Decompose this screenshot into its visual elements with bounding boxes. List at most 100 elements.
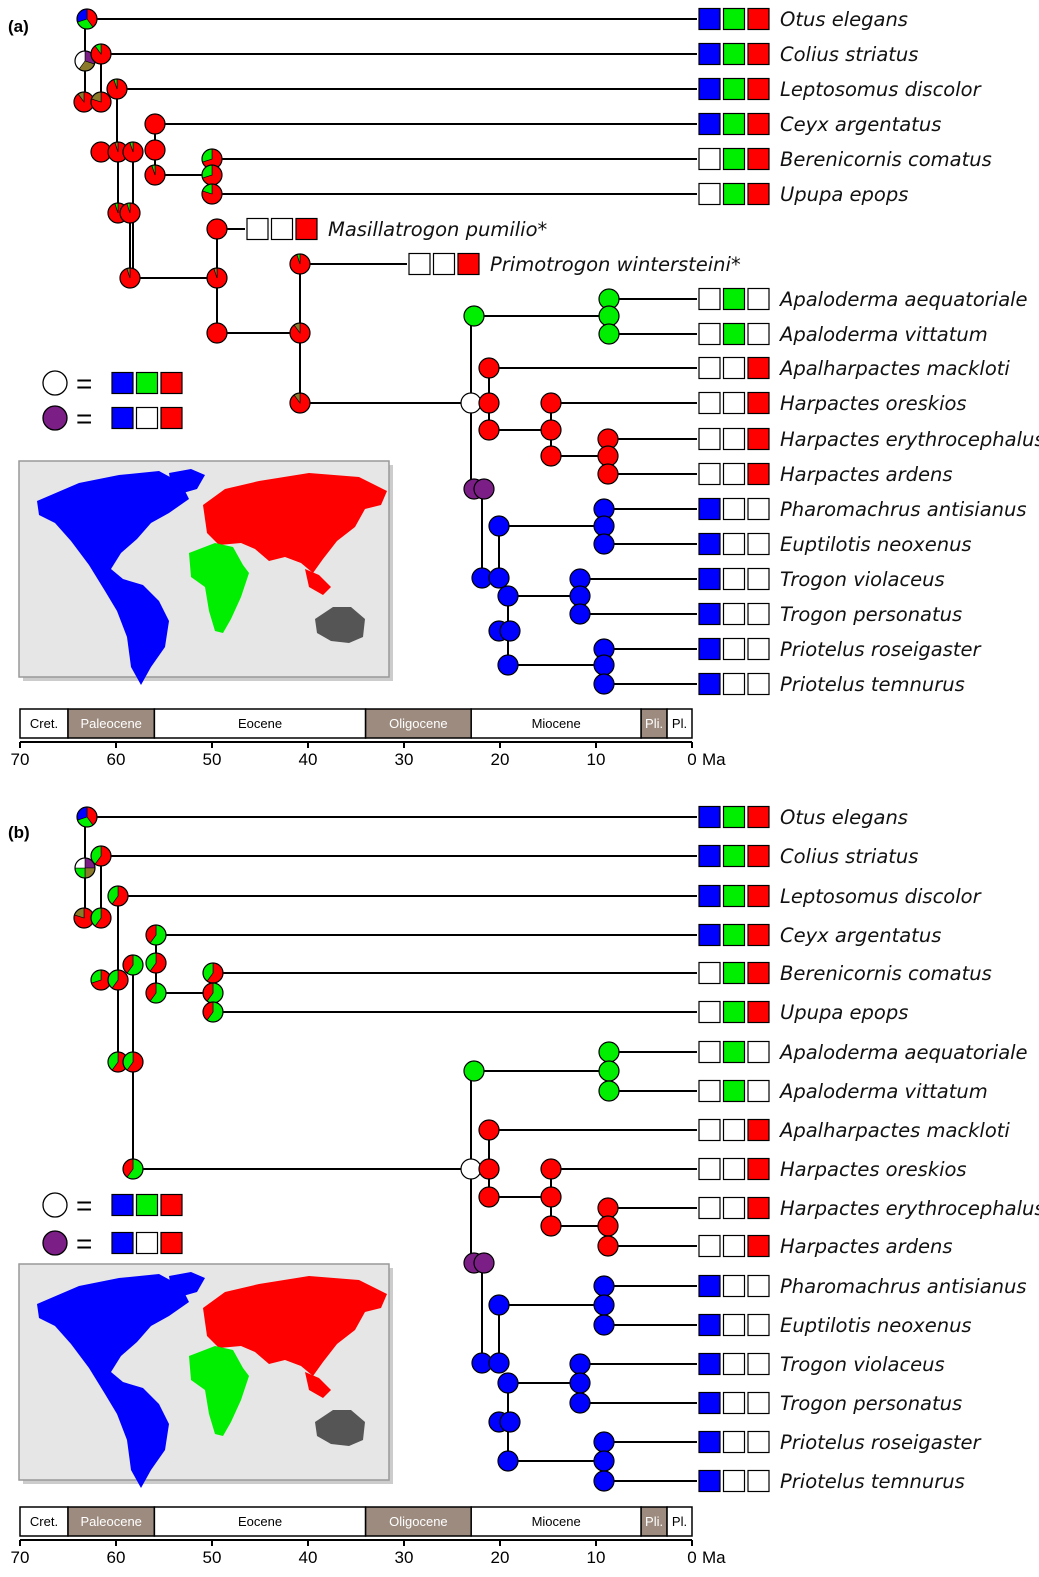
area-box — [747, 884, 770, 908]
area-box — [722, 602, 746, 626]
ancestral-state-pie — [478, 1158, 500, 1180]
epoch-band: Pli. — [640, 1506, 668, 1537]
ancestral-state-pie — [569, 603, 591, 625]
taxon-tip: Pharomachrus antisianus — [698, 1274, 1027, 1298]
taxon-tip: Colius striatus — [698, 42, 918, 66]
area-box — [747, 427, 770, 451]
taxon-tip: Trogon violaceus — [698, 1352, 945, 1376]
ancestral-state-pie — [597, 1215, 619, 1237]
ancestral-state-pie — [122, 1158, 144, 1180]
panel-b: (b) Otus elegans Colius striatus Leptosomu… — [8, 805, 1039, 1567]
area-box — [722, 1352, 746, 1376]
taxon-tip: Colius striatus — [698, 844, 918, 868]
taxon-name: Apalharpactes mackloti — [778, 1119, 1010, 1142]
area-box — [698, 923, 721, 947]
area-box — [722, 112, 746, 136]
area-box — [747, 1196, 770, 1220]
phylogeny-tree-a — [73, 8, 697, 695]
ancestral-state-pie — [540, 1186, 562, 1208]
taxon-tip: Apaloderma vittatum — [698, 1079, 988, 1103]
area-box — [111, 1193, 134, 1217]
time-tick-label: 50 — [203, 1548, 222, 1567]
ancestral-state-pie — [76, 806, 98, 828]
area-box — [747, 1313, 770, 1337]
area-box — [698, 42, 721, 66]
taxon-tip: Otus elegans — [698, 805, 908, 829]
ancestral-state-pie — [206, 218, 228, 240]
area-box — [698, 391, 721, 415]
area-box — [722, 923, 746, 947]
ancestral-state-pie — [497, 1450, 519, 1472]
area-box — [160, 371, 183, 395]
area-box — [295, 217, 318, 241]
taxon-tip: Priotelus temnurus — [698, 672, 965, 696]
taxon-tip: Harpactes ardens — [698, 462, 953, 486]
area-box — [747, 77, 770, 101]
taxon-name: Trogon personatus — [780, 603, 962, 626]
area-box — [747, 112, 770, 136]
taxon-name: Berenicornis comatus — [780, 148, 992, 171]
time-tick-label: 60 — [107, 750, 126, 769]
area-box — [722, 532, 746, 556]
area-box — [698, 497, 721, 521]
area-box — [722, 1157, 746, 1181]
ancestral-state-pie — [90, 91, 112, 113]
area-box — [698, 7, 721, 31]
epoch-band: Miocene — [470, 708, 642, 739]
ancestral-state-pie — [478, 1186, 500, 1208]
ancestral-state-pie — [478, 357, 500, 379]
area-box — [747, 672, 770, 696]
ancestral-state-pie — [593, 515, 615, 537]
taxon-name: Priotelus roseigaster — [780, 638, 983, 661]
ancestral-state-pie — [593, 1294, 615, 1316]
equals-sign: = — [76, 1190, 92, 1221]
area-box — [698, 1234, 721, 1258]
ancestral-state-pie — [289, 392, 311, 414]
ancestral-state-pie — [201, 164, 223, 186]
area-box — [722, 1000, 746, 1024]
area-box — [698, 356, 721, 380]
taxon-area-boxes — [698, 1118, 770, 1142]
panel-label-a: (a) — [8, 17, 29, 36]
ancestral-state-pie — [593, 673, 615, 695]
area-box — [722, 805, 746, 829]
epoch-band: Pl. — [666, 1506, 693, 1537]
legend-symbol — [42, 370, 68, 396]
ancestral-state-pie — [107, 969, 129, 991]
ancestral-state-pie — [497, 585, 519, 607]
area-box — [722, 567, 746, 591]
area-box — [270, 217, 294, 241]
ancestral-state-pie — [145, 982, 167, 1004]
taxon-area-boxes — [698, 147, 770, 171]
area-box — [747, 391, 770, 415]
taxon-area-boxes — [698, 462, 770, 486]
taxon-area-boxes — [698, 961, 770, 985]
ancestral-state-pie — [90, 845, 112, 867]
ancestral-state-pie — [202, 962, 224, 984]
ancestral-state-pie — [488, 1352, 510, 1374]
area-box — [135, 371, 159, 395]
time-tick-label: 20 — [491, 750, 510, 769]
taxon-tip: Apalharpactes mackloti — [698, 356, 1010, 380]
area-box — [698, 884, 721, 908]
ancestral-state-pie — [289, 253, 311, 275]
ancestral-state-pie — [119, 202, 141, 224]
taxon-name: Priotelus temnurus — [780, 1470, 965, 1493]
area-box — [698, 182, 721, 206]
equals-sign: = — [76, 1228, 92, 1259]
taxon-tip: Leptosomus discolor — [698, 77, 983, 101]
epoch-label: Pl. — [672, 716, 687, 731]
area-box — [747, 961, 770, 985]
ancestral-state-pie — [593, 1450, 615, 1472]
taxon-tip: Euptilotis neoxenus — [698, 1313, 972, 1337]
ancestral-state-pie — [593, 1314, 615, 1336]
area-box — [722, 1469, 746, 1493]
taxon-tip: Euptilotis neoxenus — [698, 532, 972, 556]
area-box — [722, 356, 746, 380]
ancestral-state-pie — [597, 1235, 619, 1257]
epoch-label: Pli. — [645, 1514, 663, 1529]
area-box — [698, 567, 721, 591]
taxon-area-boxes — [408, 252, 480, 276]
taxon-tip: Leptosomus discolor — [698, 884, 983, 908]
